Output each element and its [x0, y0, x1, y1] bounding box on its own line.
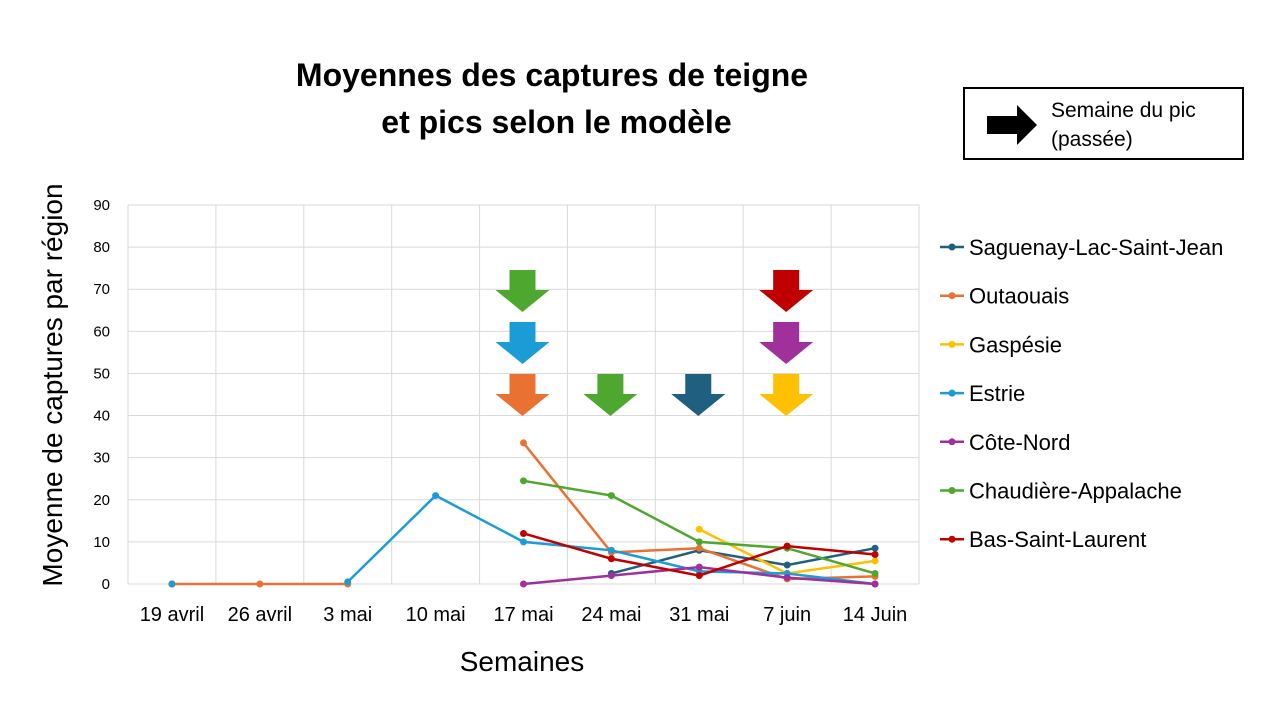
peak-arrow	[495, 374, 550, 416]
peak-note: Semaine du pic (passée)	[1051, 99, 1196, 151]
peak-legend: Semaine du pic (passée)	[963, 87, 1244, 160]
data-point	[695, 525, 703, 533]
legend-label: Côte-Nord	[969, 430, 1070, 455]
legend-label: Gaspésie	[969, 332, 1062, 357]
y-tick-label: 0	[102, 576, 110, 593]
legend-label: Chaudière-Appalache	[969, 479, 1182, 504]
peak-arrow	[759, 322, 814, 364]
data-point	[871, 557, 879, 565]
legend-label: Bas-Saint-Laurent	[969, 527, 1146, 552]
chart-title: Moyennes des captures de teigne et pics …	[296, 57, 808, 140]
legend-marker	[948, 389, 956, 397]
y-tick-label: 60	[93, 323, 110, 340]
x-tick-label: 31 mai	[669, 604, 729, 626]
x-tick-label: 17 mai	[493, 604, 553, 626]
data-point	[871, 551, 879, 559]
x-tick-label: 14 Juin	[843, 604, 908, 626]
title-line: Moyennes des captures de teigne	[296, 57, 808, 93]
data-point	[695, 544, 703, 552]
legend-label: Estrie	[969, 381, 1025, 406]
y-tick-label: 50	[93, 365, 110, 382]
data-point	[256, 580, 264, 588]
data-point	[520, 529, 527, 537]
data-point	[607, 546, 615, 554]
data-point	[871, 580, 879, 588]
title-line: et pics selon le modèle	[372, 104, 731, 140]
data-point	[695, 538, 703, 546]
x-tick-label: 3 mai	[323, 604, 372, 626]
data-point	[695, 563, 703, 571]
data-point	[520, 477, 527, 485]
data-point	[783, 561, 791, 569]
data-point	[695, 572, 703, 580]
legend-marker	[948, 535, 956, 543]
data-point	[783, 574, 791, 582]
data-point	[607, 492, 615, 500]
x-axis-title: Semaines	[460, 646, 585, 677]
y-tick-label: 30	[93, 450, 110, 467]
y-tick-label: 90	[93, 197, 110, 214]
peak-arrow-icon	[987, 105, 1037, 145]
y-axis-title: Moyenne de captures par région	[37, 183, 68, 586]
y-tick-label: 20	[93, 492, 110, 509]
legend-label: Saguenay-Lac-Saint-Jean	[969, 235, 1223, 260]
data-point	[168, 580, 176, 588]
x-tick-label: 26 avril	[228, 604, 292, 626]
legend-label: Outaouais	[969, 284, 1069, 309]
data-point	[344, 578, 352, 586]
peak-arrow	[671, 374, 726, 416]
data-point	[520, 538, 527, 546]
data-point	[871, 544, 879, 552]
legend-marker	[948, 438, 956, 446]
legend-marker	[948, 243, 956, 251]
x-tick-label: 10 mai	[406, 604, 466, 626]
data-point	[520, 439, 527, 447]
data-point	[607, 572, 615, 580]
data-point	[783, 542, 791, 550]
legend-marker	[948, 292, 956, 300]
peak-arrow	[759, 374, 814, 416]
data-point	[432, 492, 440, 500]
peak-arrow	[495, 270, 550, 312]
peak-arrow	[495, 322, 550, 364]
data-point	[520, 580, 527, 588]
y-tick-label: 40	[93, 408, 110, 425]
peak-arrow	[583, 374, 638, 416]
x-tick-label: 19 avril	[140, 604, 204, 626]
x-tick-label: 24 mai	[581, 604, 641, 626]
legend-marker	[948, 340, 956, 348]
peak-arrow	[759, 270, 814, 312]
data-point	[607, 555, 615, 563]
y-tick-label: 70	[93, 281, 110, 298]
legend-marker	[948, 487, 956, 494]
y-tick-label: 10	[93, 534, 110, 551]
data-point	[871, 569, 879, 577]
x-tick-label: 7 juin	[763, 604, 811, 626]
y-tick-label: 80	[93, 239, 110, 256]
